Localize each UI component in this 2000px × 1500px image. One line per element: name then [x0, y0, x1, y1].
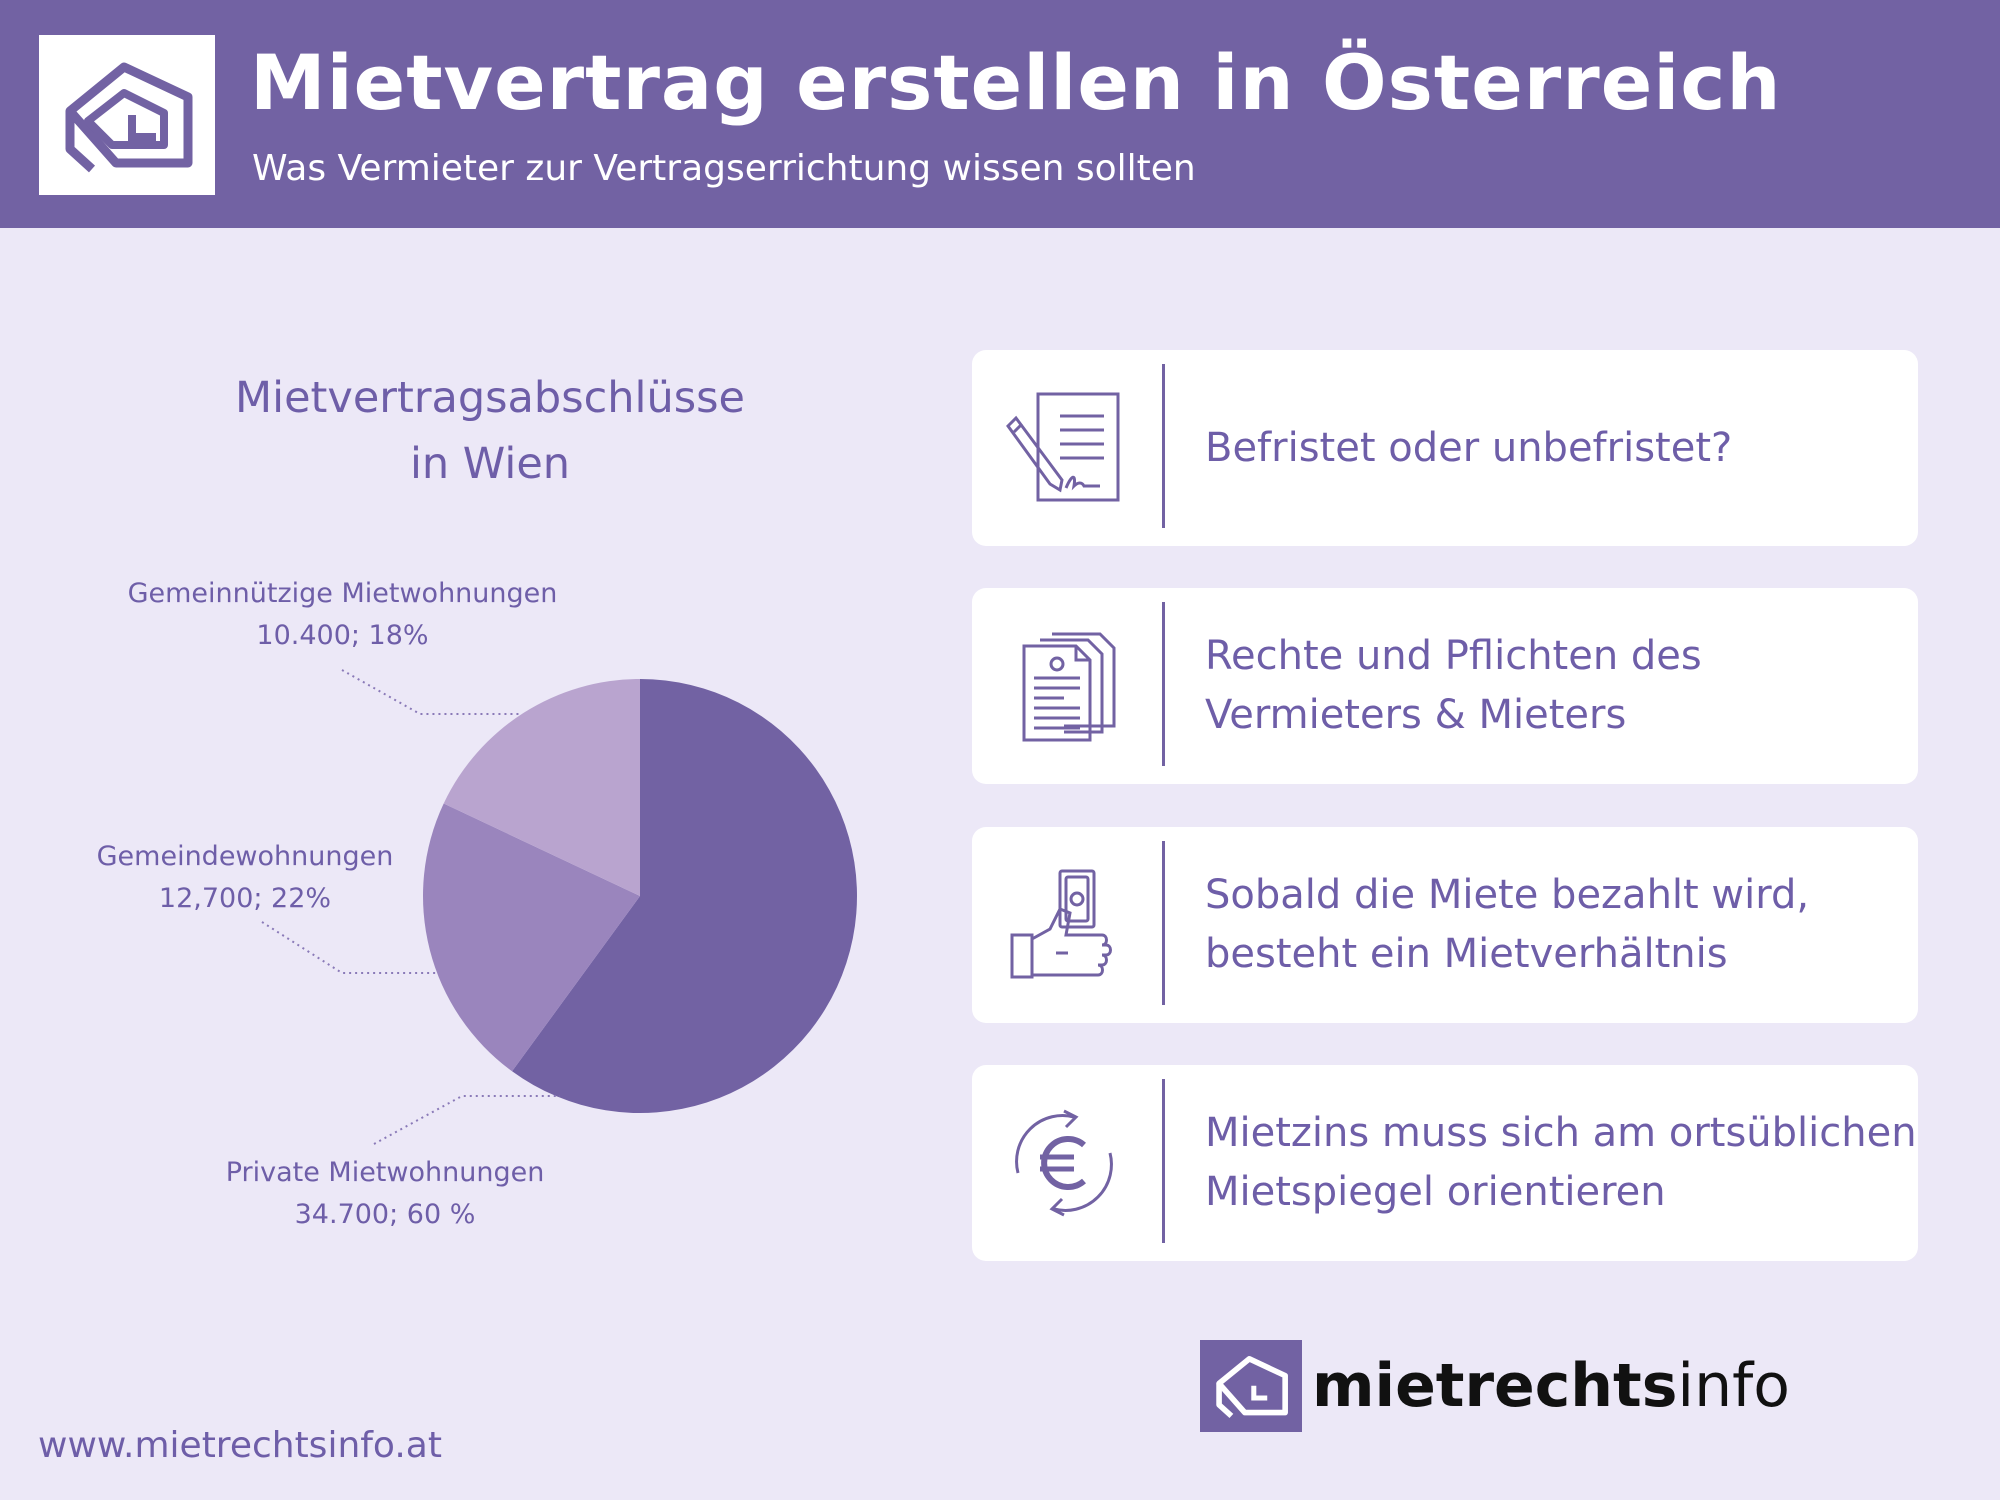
- slice-name: Private Mietwohnungen: [225, 1157, 545, 1188]
- brand-name: mietrechtsinfo: [1312, 1351, 1790, 1421]
- leader-line-gemeinde: [261, 921, 436, 974]
- card-text-line: besteht ein Mietverhältnis: [1205, 931, 1728, 977]
- slice-name: Gemeindewohnungen: [96, 841, 394, 872]
- chart-title: Mietvertragsabschlüsse in Wien: [190, 365, 790, 497]
- footer-url-link[interactable]: www.mietrechtsinfo.at: [38, 1425, 442, 1466]
- slice-label-private: Private Mietwohnungen 34.700; 60 %: [195, 1152, 575, 1236]
- card-divider: [1162, 1079, 1165, 1243]
- card-text-line: Mietzins muss sich am ortsüblichen: [1205, 1110, 1917, 1156]
- card-text-line: Befristet oder unbefristet?: [1205, 424, 1733, 471]
- brand-house-icon: [1200, 1340, 1302, 1432]
- slice-value: 34.700; 60 %: [294, 1199, 476, 1230]
- pie-chart: [261, 669, 857, 1145]
- pie-slice-private: [512, 679, 857, 1113]
- info-card-payment: Sobald die Miete bezahlt wird, besteht e…: [972, 827, 1918, 1023]
- info-card-term: Befristet oder unbefristet?: [972, 350, 1918, 546]
- slice-value: 12,700; 22%: [158, 883, 332, 914]
- brand-name-bold: mietrechts: [1312, 1351, 1678, 1421]
- brand-name-light: info: [1677, 1351, 1790, 1421]
- page-subtitle: Was Vermieter zur Vertragserrichtung wis…: [252, 148, 1196, 189]
- slice-name: Gemeinnützige Mietwohnungen: [127, 578, 558, 609]
- leader-line-gemeinnuetzige: [341, 669, 520, 715]
- info-card-rent-level: Mietzins muss sich am ortsüblichen Miets…: [972, 1065, 1918, 1261]
- documents-icon: [1022, 632, 1116, 742]
- slice-label-gemeinnuetzige: Gemeinnützige Mietwohnungen 10.400; 18%: [115, 573, 570, 657]
- card-text-line: Vermieters & Mieters: [1205, 692, 1627, 738]
- leader-line-private: [373, 1095, 560, 1145]
- card-text-line: Mietspiegel orientieren: [1205, 1169, 1666, 1215]
- card-text-line: Sobald die Miete bezahlt wird,: [1205, 872, 1810, 918]
- brand-logo[interactable]: mietrechtsinfo: [1200, 1340, 1790, 1432]
- hand-money-icon: [1010, 869, 1112, 979]
- house-logo-icon: [65, 62, 193, 172]
- slice-value: 10.400; 18%: [256, 620, 429, 651]
- card-divider: [1162, 841, 1165, 1005]
- euro-exchange-icon: [1015, 1109, 1113, 1217]
- pie-slice-gemeinde: [422, 803, 640, 1072]
- logo: [39, 35, 215, 195]
- slice-label-gemeinde: Gemeindewohnungen 12,700; 22%: [80, 836, 410, 920]
- card-divider: [1162, 602, 1165, 766]
- info-card-rights: Rechte und Pflichten des Vermieters & Mi…: [972, 588, 1918, 784]
- card-divider: [1162, 364, 1165, 528]
- card-text-line: Rechte und Pflichten des: [1205, 633, 1702, 679]
- contract-signing-icon: [1006, 392, 1120, 502]
- chart-title-line-2: in Wien: [409, 439, 571, 489]
- chart-title-line-1: Mietvertragsabschlüsse: [235, 373, 745, 423]
- header-banner: Mietvertrag erstellen in Österreich Was …: [0, 0, 2000, 228]
- pie-slice-gemeinnuetzige: [443, 679, 640, 896]
- page-title: Mietvertrag erstellen in Österreich: [250, 38, 1782, 127]
